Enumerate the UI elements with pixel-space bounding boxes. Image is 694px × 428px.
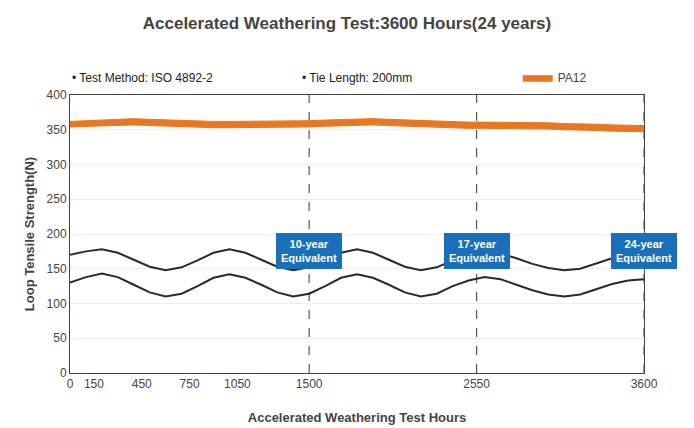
svg-text:24-yearEquivalent: 24-yearEquivalent: [616, 238, 672, 264]
svg-text:150: 150: [84, 377, 104, 391]
svg-text:50: 50: [53, 331, 67, 345]
svg-text:Accelerated Weathering Test:36: Accelerated Weathering Test:3600 Hours(2…: [143, 14, 552, 33]
svg-text:Accelerated Weathering Test Ho: Accelerated Weathering Test Hours: [248, 410, 466, 425]
svg-text:300: 300: [47, 158, 67, 172]
svg-text:0: 0: [67, 377, 74, 391]
svg-text:2550: 2550: [463, 377, 490, 391]
svg-text:• Tie Length: 200mm: • Tie Length: 200mm: [302, 71, 412, 85]
svg-text:• Test Method: ISO 4892-2: • Test Method: ISO 4892-2: [72, 71, 213, 85]
svg-text:17-yearEquivalent: 17-yearEquivalent: [449, 238, 505, 264]
svg-text:PA12: PA12: [558, 71, 587, 85]
svg-text:Loop Tensile Strength(N): Loop Tensile Strength(N): [22, 157, 37, 311]
svg-text:200: 200: [47, 227, 67, 241]
svg-text:10-yearEquivalent: 10-yearEquivalent: [281, 238, 337, 264]
svg-text:1500: 1500: [296, 377, 323, 391]
svg-text:250: 250: [47, 192, 67, 206]
svg-text:350: 350: [47, 123, 67, 137]
svg-text:0: 0: [60, 366, 67, 380]
svg-text:150: 150: [47, 262, 67, 276]
svg-text:1050: 1050: [224, 377, 251, 391]
svg-text:100: 100: [47, 297, 67, 311]
svg-text:450: 450: [132, 377, 152, 391]
svg-text:3600: 3600: [631, 377, 658, 391]
svg-text:750: 750: [180, 377, 200, 391]
svg-text:400: 400: [47, 88, 67, 102]
